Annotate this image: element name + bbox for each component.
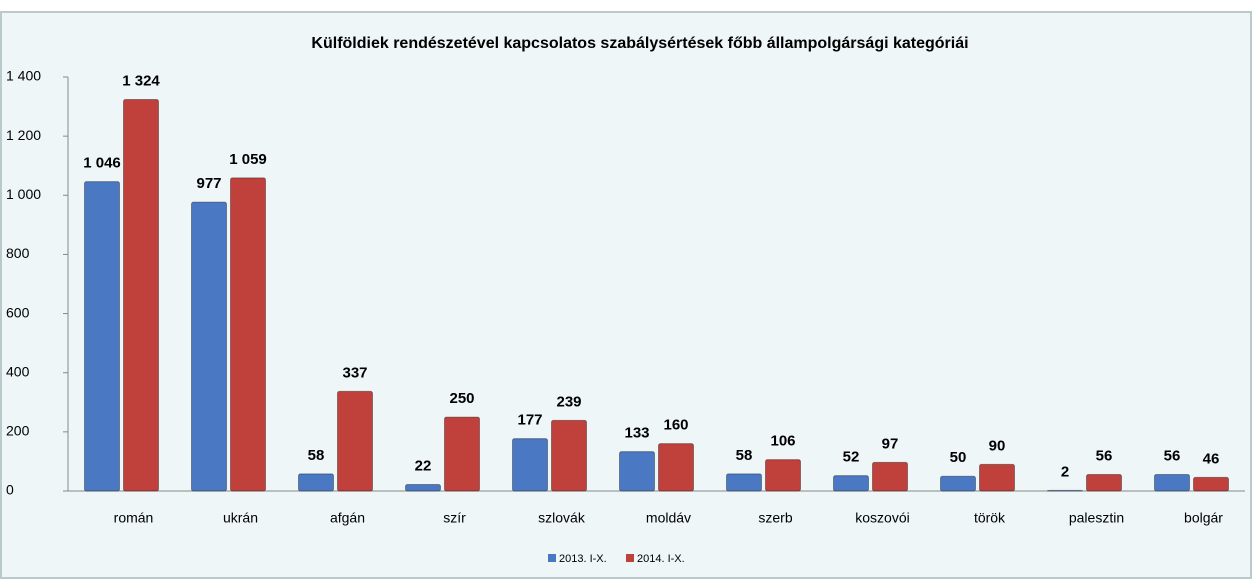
data-label: 97 bbox=[882, 435, 899, 452]
legend-swatch bbox=[626, 554, 634, 562]
x-tick-label: román bbox=[114, 510, 154, 526]
data-label: 56 bbox=[1096, 447, 1113, 464]
x-tick-label: palesztin bbox=[1069, 510, 1124, 526]
data-label: 250 bbox=[449, 390, 474, 407]
y-tick-label: 1 000 bbox=[6, 186, 41, 202]
bar bbox=[658, 443, 694, 492]
data-label: 58 bbox=[308, 447, 325, 464]
bar bbox=[979, 463, 1015, 492]
data-label: 1 324 bbox=[122, 72, 160, 89]
data-label: 58 bbox=[736, 447, 753, 464]
chart-title: Külföldiek rendészetével kapcsolatos sza… bbox=[311, 35, 968, 52]
y-tick-label: 0 bbox=[6, 482, 14, 498]
data-label: 1 059 bbox=[229, 151, 267, 168]
bar bbox=[551, 419, 587, 492]
x-tick-label: szerb bbox=[758, 510, 792, 526]
data-label: 56 bbox=[1164, 447, 1181, 464]
x-tick-label: szír bbox=[443, 510, 466, 526]
x-tick-label: szlovák bbox=[538, 510, 586, 526]
x-tick-label: koszovói bbox=[855, 510, 909, 526]
data-label: 160 bbox=[663, 417, 688, 434]
data-label: 239 bbox=[556, 393, 581, 410]
data-label: 177 bbox=[517, 412, 542, 429]
bar bbox=[619, 451, 655, 492]
data-label: 133 bbox=[624, 425, 649, 442]
bar bbox=[940, 475, 976, 492]
bar bbox=[1047, 489, 1083, 492]
y-tick-label: 1 400 bbox=[6, 68, 41, 84]
x-tick-label: bolgár bbox=[1184, 510, 1223, 526]
bar bbox=[405, 483, 441, 492]
x-tick-label: török bbox=[974, 510, 1006, 526]
data-label: 1 046 bbox=[83, 155, 121, 172]
y-tick-label: 600 bbox=[6, 304, 30, 320]
bar bbox=[444, 416, 480, 492]
data-label: 106 bbox=[770, 433, 795, 450]
data-label: 337 bbox=[342, 364, 367, 381]
x-tick-label: moldáv bbox=[646, 510, 691, 526]
x-tick-label: afgán bbox=[330, 510, 365, 526]
bar bbox=[123, 98, 159, 492]
bar bbox=[765, 459, 801, 492]
y-tick-label: 800 bbox=[6, 245, 30, 261]
data-label: 977 bbox=[196, 175, 221, 192]
data-label: 46 bbox=[1203, 450, 1220, 467]
bar bbox=[512, 438, 548, 492]
bar bbox=[191, 201, 227, 492]
data-label: 50 bbox=[950, 449, 967, 466]
y-tick-label: 1 200 bbox=[6, 127, 41, 143]
chart-background bbox=[0, 11, 1252, 579]
bar bbox=[337, 390, 373, 492]
bar bbox=[833, 475, 869, 492]
legend-label: 2014. I-X. bbox=[637, 553, 685, 565]
x-tick-label: ukrán bbox=[223, 510, 258, 526]
bar bbox=[872, 461, 908, 492]
y-tick-label: 200 bbox=[6, 423, 30, 439]
legend-label: 2013. I-X. bbox=[559, 553, 607, 565]
y-tick-label: 400 bbox=[6, 363, 30, 379]
bar bbox=[298, 473, 334, 492]
bar bbox=[230, 177, 266, 492]
data-label: 22 bbox=[415, 457, 432, 474]
bar bbox=[1193, 476, 1229, 492]
bar bbox=[726, 473, 762, 492]
legend-swatch bbox=[548, 554, 556, 562]
bar bbox=[1154, 473, 1190, 492]
data-label: 52 bbox=[843, 449, 860, 466]
data-label: 2 bbox=[1061, 463, 1069, 480]
bar bbox=[1086, 473, 1122, 492]
data-label: 90 bbox=[989, 437, 1006, 454]
bar bbox=[84, 181, 120, 492]
